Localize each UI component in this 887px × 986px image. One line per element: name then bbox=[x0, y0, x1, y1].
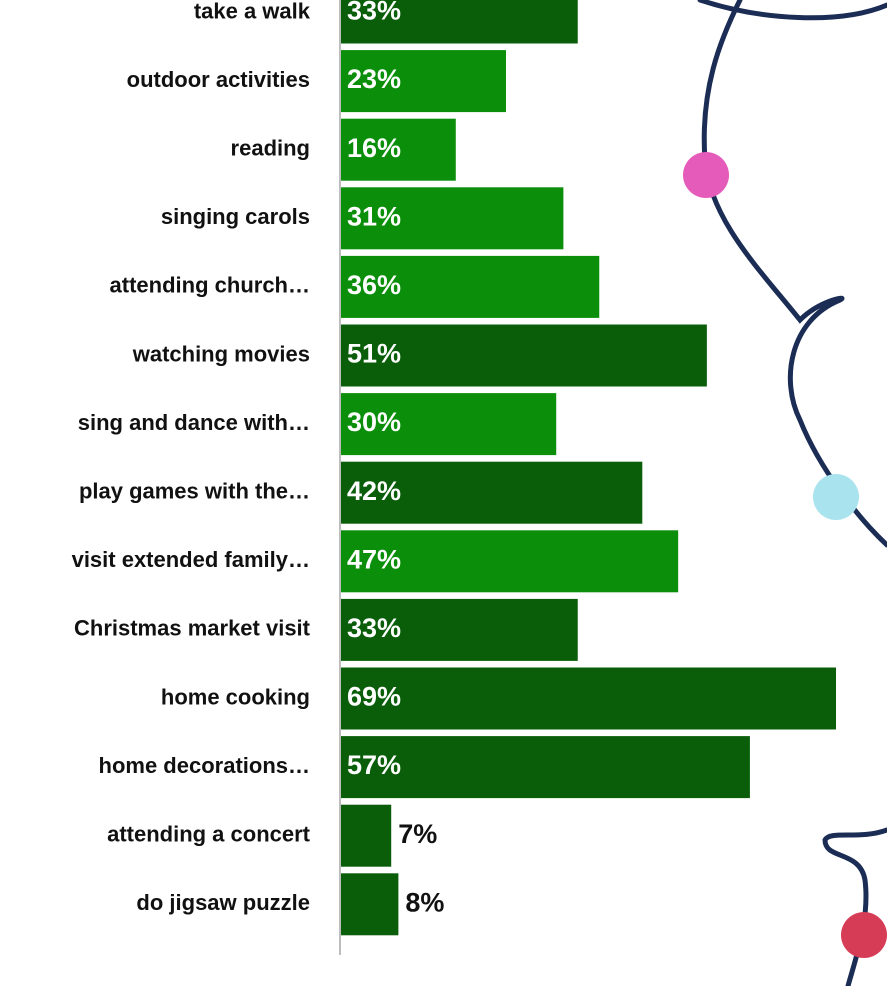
light-bulb bbox=[841, 912, 887, 958]
category-label: home cooking bbox=[161, 684, 310, 709]
bar bbox=[341, 50, 506, 113]
value-label: 30% bbox=[347, 407, 401, 437]
category-label: do jigsaw puzzle bbox=[136, 890, 310, 915]
light-bulb bbox=[683, 152, 729, 198]
bar bbox=[341, 118, 456, 181]
category-label: sing and dance with… bbox=[78, 410, 310, 435]
bar bbox=[341, 0, 578, 44]
category-label: watching movies bbox=[132, 341, 310, 366]
value-label: 36% bbox=[347, 270, 401, 300]
bar bbox=[341, 393, 557, 456]
value-label: 51% bbox=[347, 339, 401, 369]
bar bbox=[341, 530, 679, 593]
category-label: attending a concert bbox=[107, 822, 311, 847]
category-label: attending church… bbox=[110, 273, 310, 298]
category-label: home decorations… bbox=[99, 753, 310, 778]
value-label: 23% bbox=[347, 64, 401, 94]
value-label: 47% bbox=[347, 544, 401, 574]
bar bbox=[341, 255, 600, 318]
bar bbox=[341, 598, 578, 661]
bar bbox=[341, 667, 836, 730]
value-label: 33% bbox=[347, 0, 401, 26]
category-label: visit extended family… bbox=[72, 547, 310, 572]
value-label: 7% bbox=[398, 819, 437, 849]
value-label: 16% bbox=[347, 133, 401, 163]
light-string-decoration bbox=[697, 0, 887, 986]
value-label: 31% bbox=[347, 201, 401, 231]
category-label: singing carols bbox=[161, 204, 310, 229]
category-label: take a walk bbox=[194, 0, 311, 23]
light-bulb bbox=[813, 474, 859, 520]
bar bbox=[341, 804, 392, 867]
value-label: 33% bbox=[347, 613, 401, 643]
bar bbox=[341, 461, 643, 524]
bar bbox=[341, 187, 564, 250]
value-label: 8% bbox=[405, 887, 444, 917]
category-label: play games with the… bbox=[79, 479, 310, 504]
value-label: 42% bbox=[347, 476, 401, 506]
value-label: 57% bbox=[347, 750, 401, 780]
bar bbox=[341, 736, 750, 799]
category-label: Christmas market visit bbox=[74, 616, 311, 641]
value-label: 69% bbox=[347, 682, 401, 712]
bar bbox=[341, 324, 707, 387]
bar bbox=[341, 873, 399, 936]
category-label: reading bbox=[231, 136, 310, 161]
category-label: outdoor activities bbox=[127, 67, 310, 92]
